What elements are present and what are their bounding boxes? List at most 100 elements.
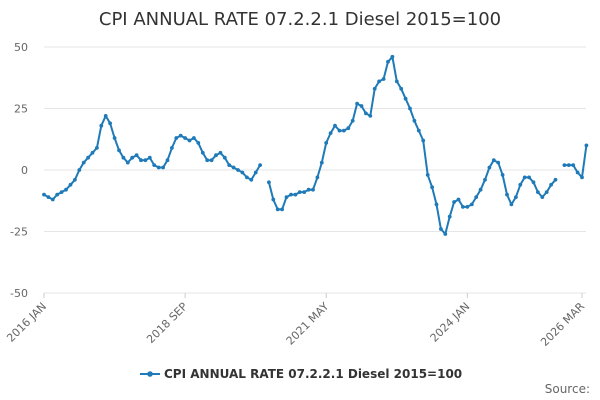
data-point	[522, 175, 527, 180]
data-point	[267, 180, 271, 185]
data-point	[372, 86, 377, 91]
data-point	[50, 197, 55, 202]
data-point	[73, 177, 77, 182]
data-point	[227, 163, 232, 168]
series-line	[564, 145, 588, 179]
series-line-group	[42, 54, 589, 236]
data-point	[240, 170, 245, 175]
data-point	[416, 128, 421, 133]
data-point	[249, 177, 254, 182]
data-point	[139, 158, 143, 163]
data-point	[311, 187, 315, 192]
data-point	[390, 54, 395, 59]
data-point	[297, 190, 302, 195]
data-point	[86, 155, 90, 160]
data-point	[461, 205, 465, 209]
grid-lines	[44, 46, 586, 294]
data-point	[117, 148, 121, 153]
data-point	[271, 197, 276, 202]
data-point	[474, 195, 479, 200]
data-point	[112, 136, 117, 140]
y-tick-label: 0	[21, 164, 28, 177]
data-point	[103, 114, 108, 118]
data-point	[518, 182, 523, 187]
data-point	[465, 205, 470, 209]
data-point	[165, 158, 170, 163]
data-point	[174, 136, 179, 140]
data-point	[408, 106, 412, 111]
data-point	[342, 128, 346, 133]
data-point	[231, 165, 236, 170]
data-point	[571, 163, 576, 168]
data-point	[161, 165, 166, 170]
data-point	[377, 79, 381, 84]
source-label: Source:	[545, 382, 590, 396]
legend-label: CPI ANNUAL RATE 07.2.2.1 Diesel 2015=100	[164, 367, 462, 381]
data-point	[394, 79, 399, 84]
data-point	[425, 173, 430, 177]
data-point	[553, 177, 558, 182]
data-point	[544, 190, 549, 195]
data-point	[469, 202, 474, 207]
legend[interactable]: CPI ANNUAL RATE 07.2.2.1 Diesel 2015=100	[140, 367, 462, 381]
data-point	[253, 170, 258, 175]
data-point	[536, 190, 540, 195]
data-point	[222, 155, 227, 160]
data-point	[46, 195, 51, 200]
data-point	[386, 59, 390, 64]
data-point	[64, 187, 68, 192]
data-point	[483, 177, 487, 182]
data-point	[478, 187, 483, 192]
data-point	[245, 175, 249, 180]
x-tick-label: 2024 JAN	[428, 300, 473, 345]
data-point	[368, 114, 373, 118]
y-tick-label: 25	[14, 103, 28, 116]
data-point	[42, 192, 46, 197]
data-point	[421, 138, 426, 143]
data-point	[562, 163, 567, 168]
data-point	[170, 146, 174, 150]
data-point	[491, 158, 496, 163]
data-point	[549, 182, 553, 187]
data-point	[496, 160, 501, 165]
series-line	[43, 114, 261, 201]
data-point	[355, 101, 359, 106]
data-point	[108, 121, 112, 126]
data-point	[399, 86, 404, 91]
data-point	[90, 150, 95, 155]
x-tick-label: 2018 SEP	[144, 300, 190, 346]
data-point	[566, 163, 571, 168]
data-point	[346, 126, 351, 131]
data-point	[527, 175, 531, 180]
data-point	[359, 104, 364, 108]
series-line	[267, 55, 557, 235]
data-point	[381, 77, 386, 81]
data-point	[580, 175, 584, 180]
data-point	[531, 180, 536, 185]
data-point	[337, 128, 342, 133]
data-point	[81, 160, 86, 165]
data-point	[130, 155, 135, 160]
data-point	[350, 118, 355, 123]
data-point	[364, 111, 368, 116]
data-point	[284, 195, 289, 200]
data-point	[302, 190, 307, 195]
data-point	[333, 123, 337, 128]
data-point	[99, 123, 104, 128]
data-point	[514, 195, 518, 200]
data-point	[434, 202, 439, 207]
data-point	[443, 232, 448, 236]
data-point	[147, 155, 152, 160]
x-tick-label: 2026 MAR	[538, 300, 587, 349]
data-point	[293, 192, 298, 197]
data-point	[315, 175, 320, 180]
data-point	[324, 141, 329, 145]
data-point	[319, 160, 324, 165]
data-point	[509, 202, 514, 207]
data-point	[430, 185, 434, 190]
x-tick-label: 2021 MAY	[284, 300, 332, 348]
data-point	[59, 190, 64, 195]
data-point	[125, 160, 130, 165]
data-point	[328, 131, 333, 136]
